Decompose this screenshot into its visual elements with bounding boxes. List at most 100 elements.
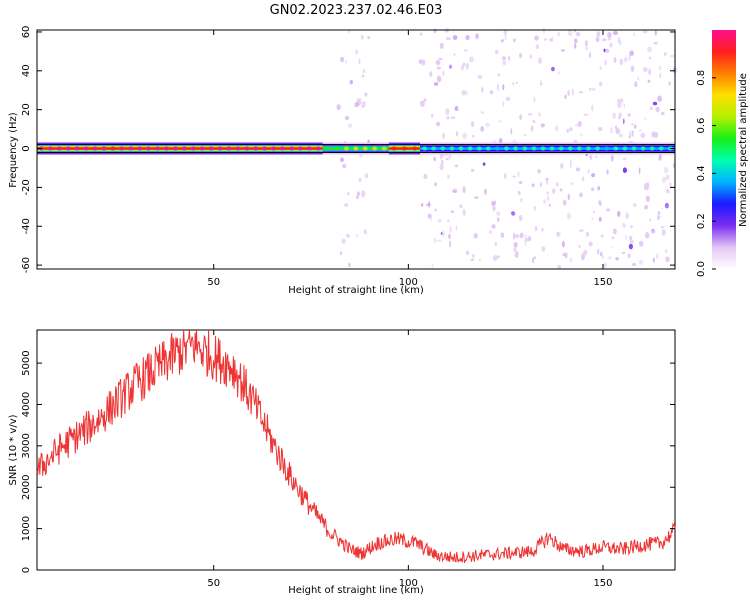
noise-speck bbox=[579, 192, 583, 198]
noise-speck bbox=[362, 69, 366, 74]
noise-speck bbox=[515, 233, 520, 239]
noise-speck bbox=[435, 121, 441, 127]
noise-speck bbox=[638, 167, 641, 175]
band-blob bbox=[244, 146, 250, 151]
noise-speck bbox=[654, 30, 657, 36]
noise-speck bbox=[631, 123, 634, 126]
noise-speck bbox=[528, 235, 532, 242]
noise-speck bbox=[456, 131, 458, 137]
noise-speck bbox=[622, 167, 628, 173]
noise-speck bbox=[598, 200, 602, 206]
noise-speck bbox=[492, 204, 496, 212]
noise-speck bbox=[617, 210, 621, 217]
noise-speck bbox=[347, 123, 353, 128]
noise-speck bbox=[533, 96, 536, 103]
band-blob bbox=[458, 146, 464, 151]
noise-speck bbox=[560, 49, 565, 52]
noise-speck bbox=[434, 82, 439, 86]
noise-speck bbox=[668, 81, 671, 86]
noise-speck bbox=[494, 200, 496, 206]
noise-speck bbox=[628, 135, 631, 139]
noise-speck bbox=[594, 155, 598, 159]
snr-panel: 50 100 150 0 1000 2000 3000 4000 5000 Height of… bbox=[8, 329, 676, 596]
noise-speck bbox=[629, 235, 633, 241]
noise-speck bbox=[520, 198, 523, 203]
noise-speck bbox=[621, 222, 626, 228]
noise-speck bbox=[599, 251, 603, 257]
band-blob bbox=[253, 146, 259, 151]
noise-speck bbox=[423, 98, 427, 102]
noise-speck bbox=[649, 106, 654, 111]
noise-speck bbox=[533, 256, 537, 259]
band-blob bbox=[604, 146, 610, 151]
noise-speck bbox=[610, 154, 614, 162]
noise-speck bbox=[436, 66, 441, 70]
noise-speck bbox=[356, 191, 360, 197]
noise-speck bbox=[446, 116, 450, 120]
noise-speck bbox=[341, 238, 346, 244]
spectrogram-panel: 50 100 150 -60 -40 -20 0 20 40 60 Height of stra… bbox=[8, 26, 677, 296]
colorbar-tick-label: 0.6 bbox=[696, 118, 707, 134]
noise-speck bbox=[616, 99, 622, 103]
noise-speck bbox=[516, 81, 518, 84]
noise-speck bbox=[623, 157, 627, 161]
noise-speck bbox=[579, 229, 584, 232]
noise-speck bbox=[513, 242, 518, 248]
noise-speck bbox=[519, 114, 522, 120]
noise-speck bbox=[609, 42, 613, 48]
noise-speck bbox=[480, 125, 485, 132]
noise-speck bbox=[610, 127, 613, 134]
noise-speck bbox=[652, 101, 658, 106]
noise-speck bbox=[448, 153, 452, 160]
noise-speck bbox=[596, 248, 600, 255]
noise-speck bbox=[575, 31, 581, 37]
noise-speck bbox=[489, 90, 494, 95]
band-blob bbox=[422, 146, 428, 151]
noise-speck bbox=[640, 132, 646, 138]
y-tick-label: 0 bbox=[21, 145, 32, 151]
band-blob bbox=[65, 146, 71, 151]
noise-speck bbox=[530, 125, 534, 132]
noise-speck bbox=[465, 34, 470, 41]
band-blob bbox=[372, 146, 378, 151]
noise-speck bbox=[657, 217, 660, 221]
spectrogram-y-label: Frequency (Hz) bbox=[8, 112, 19, 188]
noise-speck bbox=[587, 169, 590, 174]
noise-speck bbox=[520, 232, 524, 239]
y-tick-label: 1000 bbox=[21, 516, 32, 541]
noise-speck bbox=[358, 58, 361, 64]
noise-speck bbox=[482, 162, 486, 166]
noise-speck bbox=[445, 108, 450, 116]
noise-speck bbox=[562, 199, 567, 206]
noise-speck bbox=[596, 31, 601, 37]
noise-speck bbox=[574, 43, 577, 49]
noise-speck bbox=[639, 129, 642, 132]
noise-speck bbox=[578, 244, 581, 248]
band-blob bbox=[119, 146, 125, 151]
noise-speck bbox=[653, 41, 658, 45]
noise-speck bbox=[358, 177, 362, 182]
noise-speck bbox=[485, 122, 490, 128]
noise-speck bbox=[583, 113, 588, 116]
noise-speck bbox=[637, 76, 640, 81]
noise-speck bbox=[546, 179, 549, 186]
noise-speck bbox=[433, 28, 437, 34]
noise-speck bbox=[628, 54, 631, 61]
band-blob bbox=[172, 146, 178, 151]
noise-speck bbox=[623, 118, 625, 125]
spectrogram-y-ticks: -60 -40 -20 0 20 40 60 bbox=[21, 26, 675, 273]
noise-speck bbox=[643, 67, 648, 72]
noise-speck bbox=[607, 32, 612, 38]
noise-speck bbox=[648, 68, 651, 76]
noise-speck bbox=[597, 186, 601, 191]
noise-speck bbox=[629, 50, 634, 56]
noise-speck bbox=[447, 219, 450, 222]
noise-speck bbox=[475, 33, 479, 40]
noise-speck bbox=[591, 104, 594, 112]
snr-line bbox=[36, 329, 676, 564]
noise-speck bbox=[601, 255, 604, 259]
noise-speck bbox=[540, 81, 543, 86]
noise-speck bbox=[505, 96, 511, 102]
noise-speck bbox=[571, 182, 574, 186]
